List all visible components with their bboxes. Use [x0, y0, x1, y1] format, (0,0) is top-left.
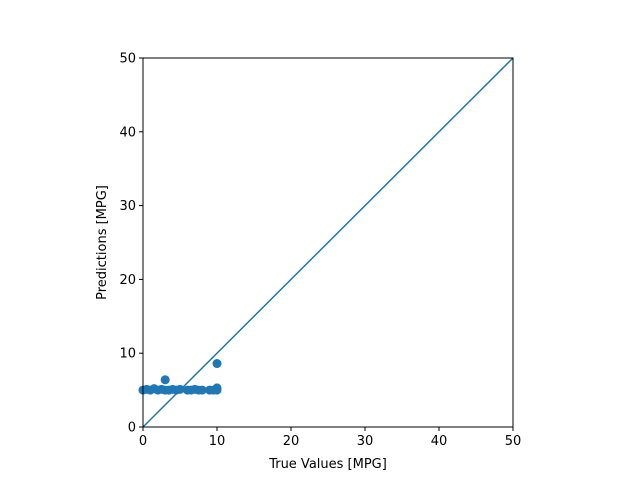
- x-axis-ticks: 0 10 20 30 40 50: [139, 427, 521, 449]
- x-tick-label: 10: [209, 434, 226, 449]
- x-axis-label: True Values [MPG]: [268, 457, 387, 472]
- y-axis-ticks: 0 10 20 30 40 50: [119, 52, 143, 436]
- data-point: [212, 359, 222, 369]
- x-tick-label: 40: [431, 434, 448, 449]
- x-tick-label: 50: [505, 434, 522, 449]
- y-axis-label: Predictions [MPG]: [95, 185, 110, 300]
- x-tick-label: 0: [139, 434, 147, 449]
- data-point: [212, 385, 222, 395]
- plot-area-frame: [142, 57, 514, 428]
- x-tick-label: 20: [283, 434, 300, 449]
- y-tick-label: 50: [119, 52, 136, 67]
- y-tick-label: 0: [128, 421, 136, 436]
- data-point: [197, 385, 207, 395]
- reference-line-layer: [142, 57, 514, 428]
- data-points-layer: [138, 359, 222, 395]
- y-tick-label: 20: [119, 273, 136, 288]
- y-tick-label: 30: [119, 199, 136, 214]
- y-tick-label: 10: [119, 347, 136, 362]
- identity-reference-line: [142, 57, 514, 428]
- data-point: [160, 375, 170, 385]
- y-tick-label: 40: [119, 125, 136, 140]
- x-tick-label: 30: [357, 434, 374, 449]
- data-point: [175, 384, 185, 394]
